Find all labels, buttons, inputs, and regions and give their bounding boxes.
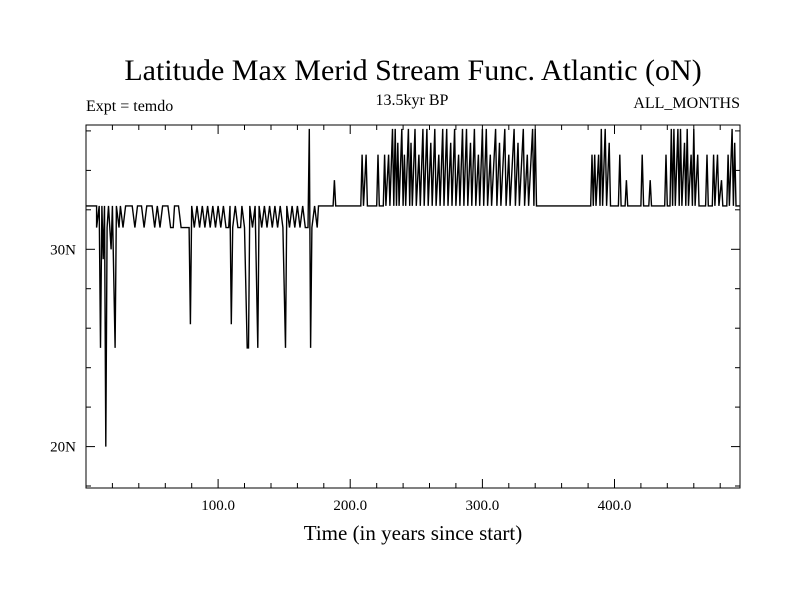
y-tick-label: 30N <box>50 242 76 258</box>
x-tick-label: 100.0 <box>201 498 235 514</box>
plot-frame <box>85 124 741 489</box>
chart-title: Latitude Max Merid Stream Func. Atlantic… <box>124 54 701 87</box>
period-label: 13.5kyr BP <box>376 92 449 109</box>
experiment-label: Expt = temdo <box>86 98 173 115</box>
series-line <box>86 128 740 447</box>
x-tick-label: 300.0 <box>466 498 500 514</box>
x-tick-label: 200.0 <box>333 498 367 514</box>
months-label: ALL_MONTHS <box>633 95 740 112</box>
axis-tick-labels: 100.0 200.0 300.0 400.0 20N 30N <box>50 242 631 514</box>
y-tick-label: 20N <box>50 440 76 456</box>
x-axis-label: Time (in years since start) <box>304 521 523 545</box>
axis-ticks <box>86 125 740 488</box>
x-tick-label: 400.0 <box>598 498 632 514</box>
